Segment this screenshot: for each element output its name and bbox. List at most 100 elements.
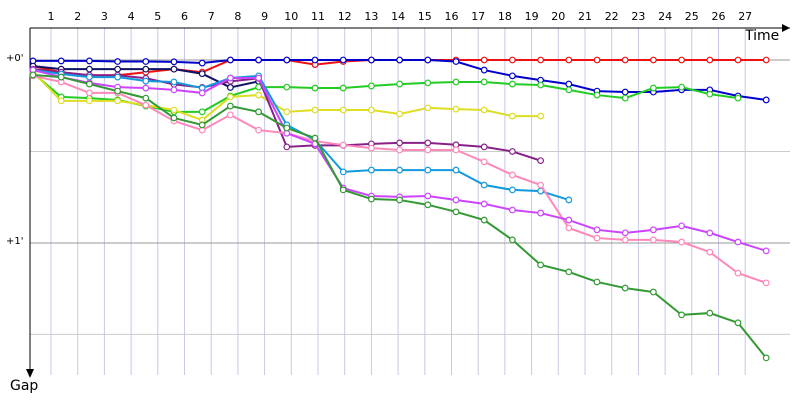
series-point	[424, 201, 432, 209]
series-point	[706, 229, 714, 237]
series-point	[565, 224, 573, 232]
series-point	[114, 58, 121, 65]
series-point	[593, 278, 601, 286]
series-point	[339, 168, 347, 176]
series-point	[621, 88, 629, 96]
series-point	[396, 166, 404, 174]
series-point	[565, 56, 573, 64]
series-point	[424, 56, 432, 64]
x-axis-arrow	[782, 24, 790, 32]
series-point	[424, 146, 432, 154]
series-point	[311, 134, 319, 142]
series-point	[198, 89, 206, 97]
series-point	[142, 84, 150, 92]
series-point	[368, 166, 375, 174]
series-point	[85, 97, 93, 105]
series-point	[283, 108, 291, 116]
series-point	[339, 141, 347, 149]
series-point	[762, 279, 770, 287]
series-point	[480, 158, 488, 166]
series-point	[678, 83, 685, 91]
series-point	[678, 311, 685, 319]
series-point	[424, 79, 432, 87]
x-axis-label: Time	[744, 28, 779, 44]
series-point	[114, 73, 121, 81]
series-point	[142, 94, 150, 102]
series-point	[621, 229, 629, 237]
series-point	[283, 143, 291, 151]
series-point	[452, 78, 460, 86]
series-point	[255, 74, 263, 82]
series-point	[537, 181, 544, 189]
series-point	[565, 86, 573, 94]
x-tick-label: 6	[181, 10, 188, 23]
series-point	[480, 181, 488, 189]
series-point	[142, 77, 150, 85]
series-point	[650, 236, 657, 244]
series-point	[396, 196, 404, 204]
series-point	[762, 96, 770, 104]
x-tick-label: 23	[631, 10, 645, 23]
series-point	[509, 171, 516, 179]
series-point	[650, 84, 657, 92]
x-tick-label: 22	[605, 10, 619, 23]
series-point	[593, 234, 601, 242]
x-tick-label: 4	[128, 10, 135, 23]
x-tick-label: 19	[525, 10, 539, 23]
series-point	[593, 56, 601, 64]
series-point	[537, 56, 544, 64]
series-point	[170, 58, 178, 66]
y-axis-label: Gap	[10, 378, 38, 394]
series-point	[509, 236, 516, 244]
series-point	[537, 209, 544, 217]
x-tick-label: 13	[364, 10, 378, 23]
y-tick-label: +0'	[6, 53, 24, 64]
series-point	[565, 196, 573, 204]
series-point	[734, 238, 742, 246]
series-point	[142, 101, 150, 109]
x-tick-label: 16	[445, 10, 459, 23]
series-point	[678, 56, 685, 64]
series-point	[762, 354, 770, 362]
series-point	[396, 139, 404, 147]
x-tick-label: 8	[234, 10, 241, 23]
series-point	[706, 309, 714, 317]
series-point	[593, 91, 601, 99]
series-point	[650, 288, 657, 296]
series-point	[226, 56, 234, 64]
series-point	[706, 90, 714, 98]
series-point	[621, 284, 629, 292]
x-tick-label: 24	[658, 10, 672, 23]
series-point	[678, 238, 685, 246]
series-point	[85, 80, 93, 88]
series-point	[226, 84, 234, 91]
x-tick-label: 10	[284, 10, 298, 23]
series-point	[226, 93, 234, 101]
series-point	[170, 78, 178, 86]
series-point	[368, 82, 375, 90]
series-point	[283, 124, 291, 132]
x-tick-label: 18	[498, 10, 512, 23]
series-point	[452, 105, 460, 113]
series-point	[311, 84, 319, 92]
x-tick-label: 20	[551, 10, 565, 23]
series-point	[114, 87, 121, 95]
series-point	[509, 56, 516, 64]
series-point	[734, 94, 742, 102]
series-point	[283, 56, 291, 64]
series-point	[170, 65, 178, 73]
series-point	[255, 108, 263, 116]
x-tick-label: 2	[74, 10, 81, 23]
series-point	[565, 80, 573, 88]
x-tick-label: 27	[738, 10, 752, 23]
series-point	[311, 56, 319, 64]
series-point	[621, 56, 629, 64]
series-point	[170, 106, 178, 114]
series-point	[85, 65, 93, 73]
x-tick-label: 14	[391, 10, 405, 23]
series-point	[509, 112, 516, 120]
series-point	[396, 146, 404, 154]
series-point	[85, 89, 93, 97]
x-tick-label: 21	[578, 10, 592, 23]
series-point	[255, 56, 263, 64]
